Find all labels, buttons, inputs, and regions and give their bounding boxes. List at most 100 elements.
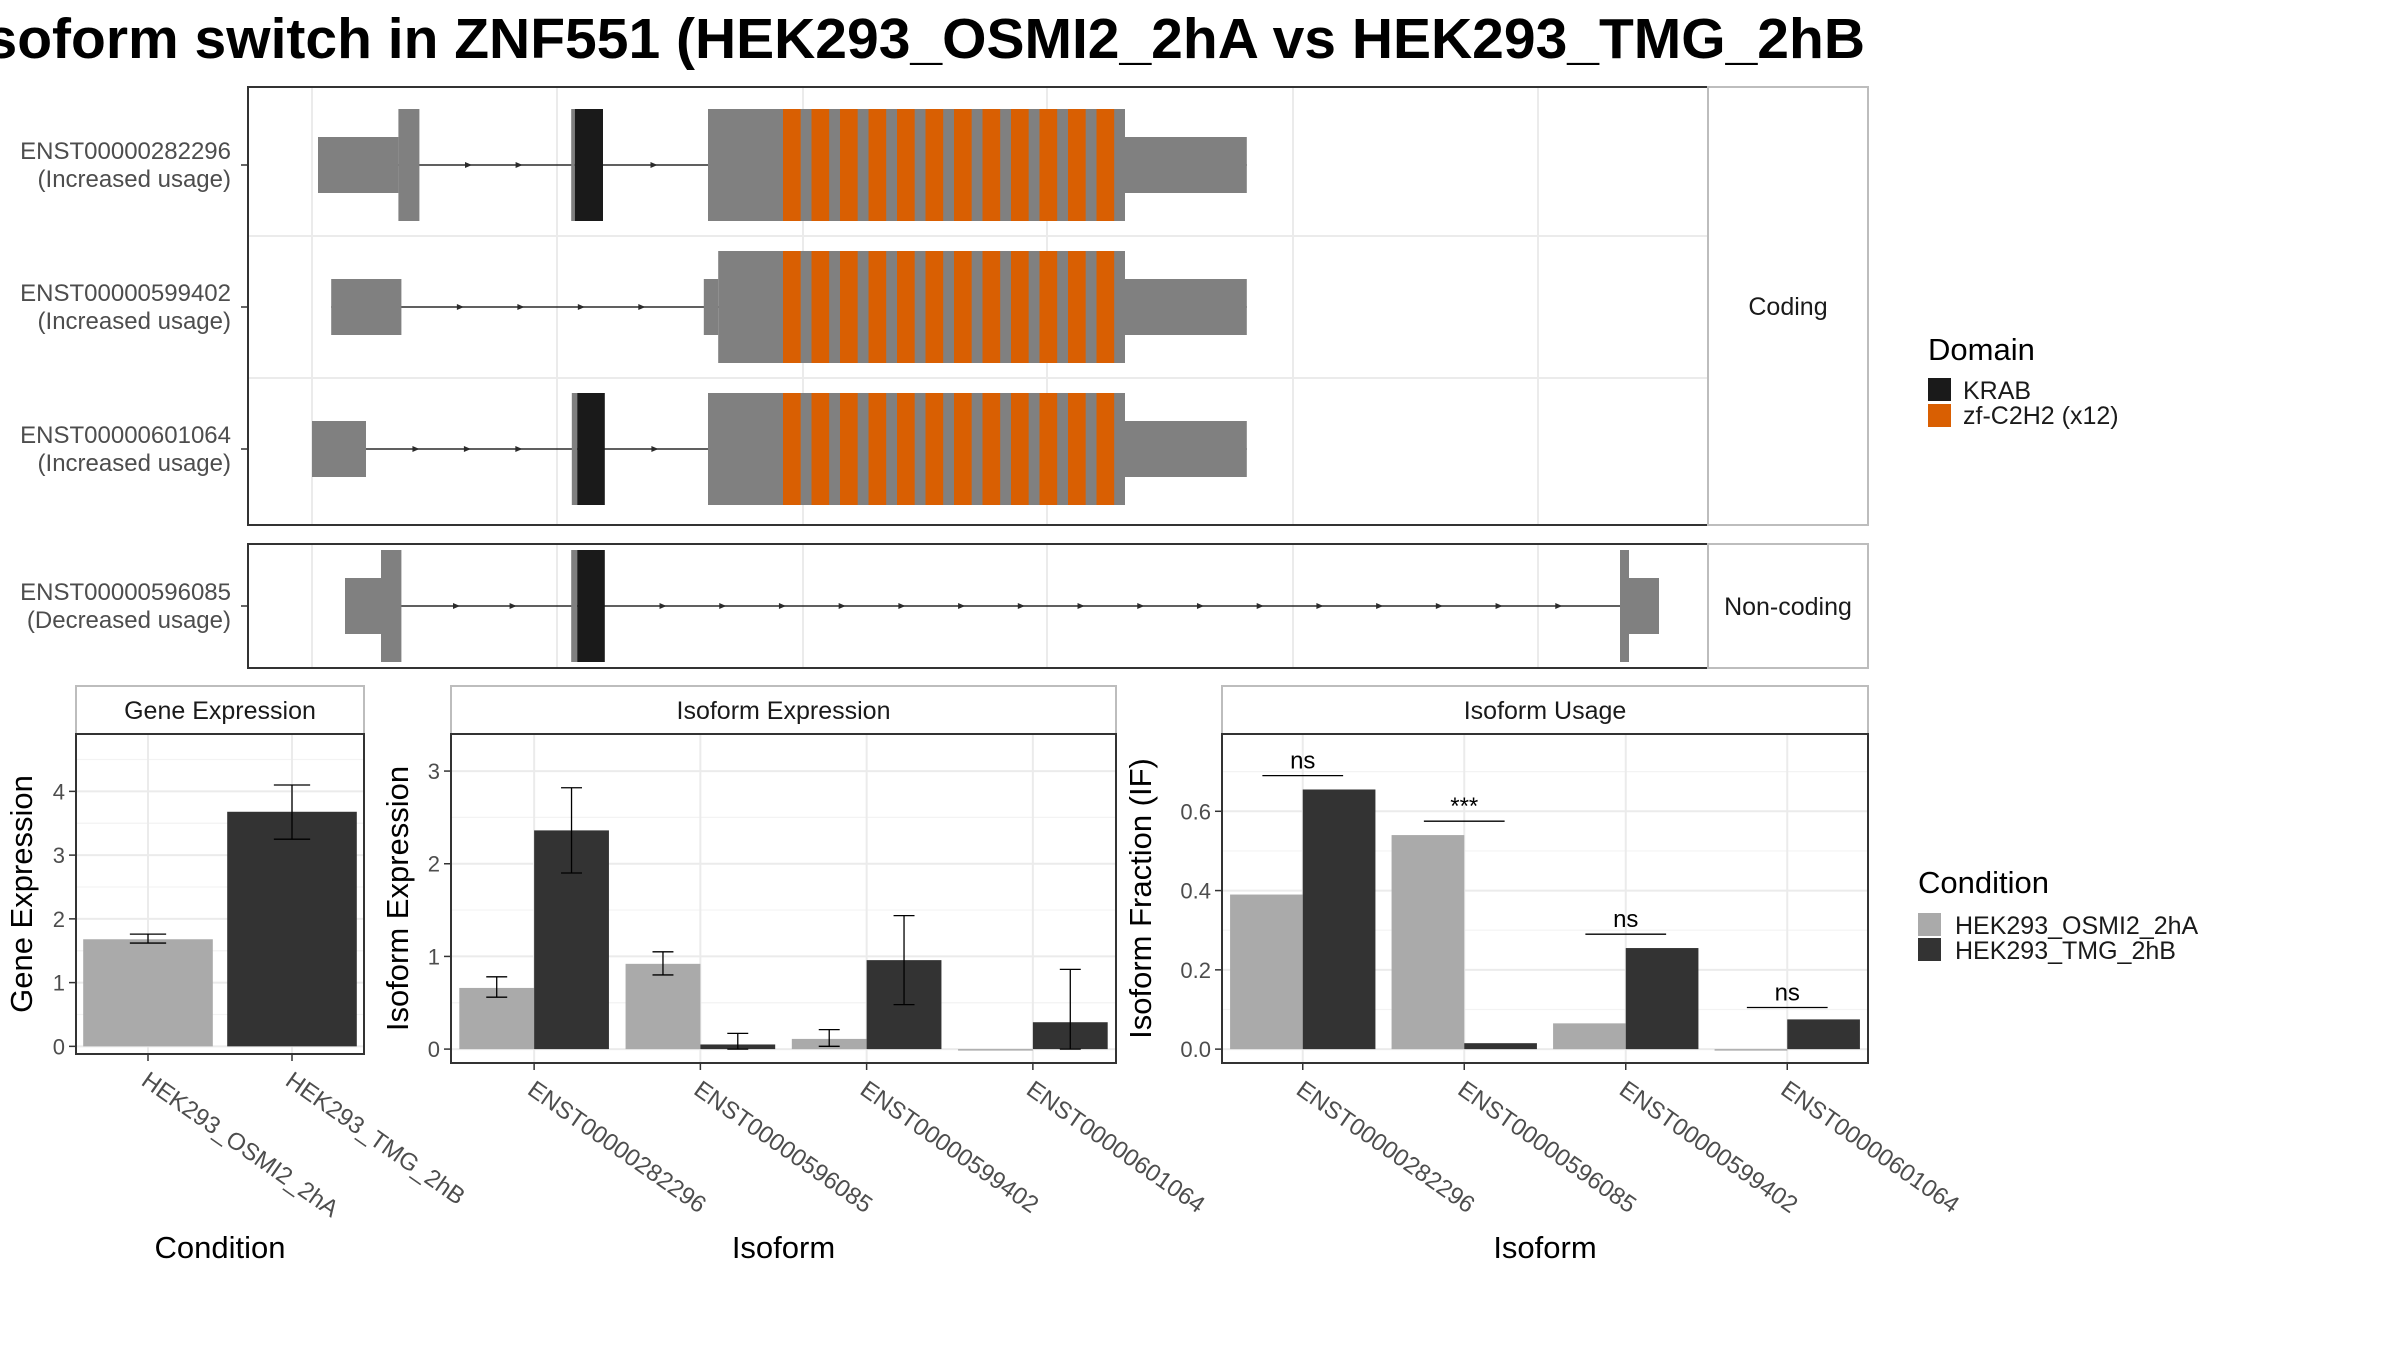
domain-zf-c2h2 [783,393,801,505]
x-tick-label: ENST00000599402 [855,1076,1043,1219]
y-tick-label: 3 [53,843,65,868]
domain-zf-c2h2 [897,251,915,363]
domain-zf-c2h2 [1096,393,1115,505]
significance-label: ns [1290,748,1315,775]
intron-arrow [1196,603,1204,609]
domain-zf-c2h2 [1039,109,1058,221]
exon-cds [718,251,783,363]
domain-zf-c2h2 [982,393,1001,505]
chart-title: Isoform Usage [1464,697,1627,725]
domain-zf-c2h2 [925,109,944,221]
condition-legend-title: Condition [1918,865,2049,900]
intron-arrow [651,446,659,452]
x-axis-title: Isoform [732,1230,835,1265]
domain-krab [574,109,603,221]
domain-zf-c2h2 [1068,251,1086,363]
intron-arrow [1435,603,1443,609]
bar [1302,789,1376,1050]
domain-zf-c2h2 [954,109,972,221]
facet-label: Coding [1748,293,1827,321]
isoform-usage-label: (Increased usage) [38,166,231,193]
page-title: he isoform switch in ZNF551 (HEK293_OSMI… [0,7,1863,71]
legend-label-cond-a: HEK293_OSMI2_2hA [1955,912,2199,940]
x-tick-label: ENST00000282296 [523,1076,711,1219]
domain-zf-c2h2 [954,393,972,505]
intron-arrow [1077,603,1085,609]
domain-zf-c2h2 [868,251,887,363]
y-tick-label: 0 [428,1037,440,1062]
significance-label: *** [1450,793,1478,820]
chart-title: Gene Expression [124,697,316,725]
intron-arrow [465,162,472,168]
y-tick-label: 3 [428,759,440,784]
bar [1553,1023,1626,1050]
isoform-label: ENST00000599402 [20,280,231,307]
intron-arrow [509,603,517,609]
exon-utr [312,421,366,477]
exon-cds [708,109,783,221]
intron-arrow [1017,603,1025,609]
x-tick-label: ENST00000601064 [1776,1076,1964,1219]
domain-legend: Domain KRAB zf-C2H2 (x12) [1928,332,2119,430]
chart-border [450,733,1117,1064]
exon-cds [1620,550,1629,662]
gene-structure-panel: ENST00000282296(Increased usage)ENST0000… [20,86,1869,669]
domain-zf-c2h2 [982,251,1001,363]
isoform-usage-chart: Isoform Usage ns *** ns ns 0.0 0.2 0.4 0.6 ENST00… [1123,685,1964,1265]
domain-zf-c2h2 [840,393,858,505]
exon-cds [571,550,578,662]
intron-arrow [1256,603,1264,609]
intron-arrow [1555,603,1563,609]
x-axis-title: Isoform [1493,1230,1596,1265]
y-tick-label: 0.2 [1180,958,1211,983]
domain-zf-c2h2 [811,251,830,363]
isoform-label: ENST00000596085 [20,579,231,606]
domain-zf-c2h2 [1068,393,1086,505]
domain-zf-c2h2 [1096,109,1115,221]
intron-arrow [1495,603,1503,609]
intron-arrow [463,446,471,452]
intron-arrow [456,304,464,310]
domain-zf-c2h2 [811,109,830,221]
intron-arrow [1376,603,1384,609]
domain-zf-c2h2 [1068,109,1086,221]
y-axis-title: Gene Expression [4,775,39,1013]
domain-zf-c2h2 [1039,251,1058,363]
intron-arrow [659,603,667,609]
intron-arrow [1316,603,1324,609]
intron-arrow [515,162,523,168]
y-tick-label: 0 [53,1034,65,1059]
exon-cds [398,109,420,221]
domain-zf-c2h2 [783,109,801,221]
exon-cds [571,393,578,505]
x-tick-label: ENST00000601064 [1021,1076,1209,1219]
isoform-usage-label: (Increased usage) [38,450,231,477]
intron-arrow [898,603,906,609]
intron-arrow [453,603,460,609]
domain-zf-c2h2 [868,109,887,221]
domain-zf-c2h2 [840,109,858,221]
condition-legend: Condition HEK293_OSMI2_2hA HEK293_TMG_2h… [1918,865,2199,965]
intron-arrow [650,162,658,168]
exon-cds [571,109,575,221]
bar [1787,1019,1860,1050]
exon-utr [1629,578,1659,634]
intron-arrow [515,446,523,452]
isoform-usage-label: (Decreased usage) [27,607,231,634]
exon-utr [345,578,381,634]
exon-cds [708,393,783,505]
chart-strip [450,685,1117,735]
domain-zf-c2h2 [1011,251,1029,363]
isoform-label: ENST00000282296 [20,138,231,165]
significance-label: ns [1775,980,1800,1007]
legend-label-zf: zf-C2H2 (x12) [1963,402,2119,430]
bar [1714,1049,1788,1051]
x-axis-title: Condition [155,1230,286,1265]
chart-border [1221,733,1869,1064]
legend-key-cond-a [1918,913,1941,936]
intron-arrow [638,304,646,310]
exon-utr [703,279,719,335]
bar [958,1049,1033,1051]
intron-arrow [577,304,585,310]
